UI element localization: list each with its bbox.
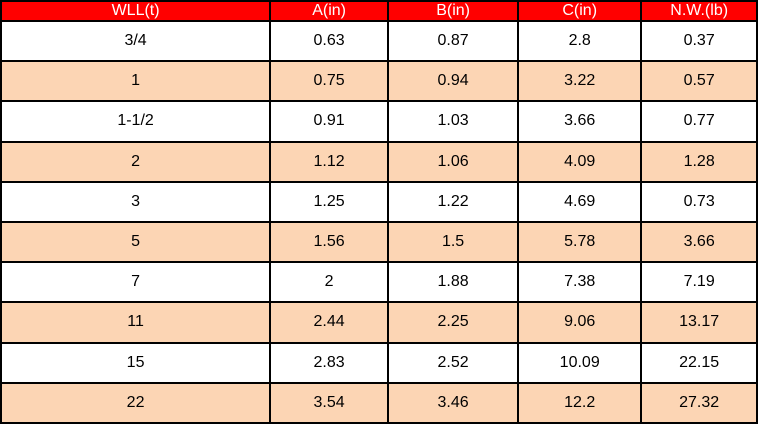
table-cell: 1.22 [387,180,520,223]
header-row: WLL(t) A(in) B(in) C(in) N.W.(lb) [0,0,758,22]
table-cell: 1.88 [387,261,520,304]
table-cell: 0.87 [387,19,520,63]
table-cell: 3.46 [387,381,520,424]
table-cell: 22 [0,381,272,424]
table-cell: 3/4 [0,19,272,63]
table-cell: 1.28 [640,140,758,183]
table-row: 2 1.12 1.06 4.09 1.28 [0,140,758,183]
table-cell: 2 [0,140,272,183]
table-cell: 0.57 [640,60,758,103]
table-cell: 11 [0,301,272,344]
table-cell: 2.83 [269,341,390,384]
table-cell: 12.2 [517,381,643,424]
header-cell: N.W.(lb) [640,0,758,22]
table-cell: 0.75 [269,60,390,103]
table-cell: 1.56 [269,220,390,264]
table-cell: 2.44 [269,301,390,344]
table-cell: 3.66 [517,100,643,143]
table-cell: 7.19 [640,261,758,304]
table-row: 11 2.44 2.25 9.06 13.17 [0,301,758,344]
table-row: 5 1.56 1.5 5.78 3.66 [0,220,758,264]
table-cell: 22.15 [640,341,758,384]
table-row: 1 0.75 0.94 3.22 0.57 [0,60,758,103]
table-cell: 2.52 [387,341,520,384]
table-cell: 10.09 [517,341,643,384]
table-cell: 27.32 [640,381,758,424]
table-row: 1-1/2 0.91 1.03 3.66 0.77 [0,100,758,143]
header-cell: C(in) [517,0,643,22]
table-cell: 13.17 [640,301,758,344]
table-cell: 3 [0,180,272,223]
table-cell: 2 [269,261,390,304]
table-cell: 0.63 [269,19,390,63]
table-cell: 1.25 [269,180,390,223]
header-cell: A(in) [269,0,390,22]
table-header: WLL(t) A(in) B(in) C(in) N.W.(lb) [0,0,758,22]
table-cell: 1 [0,60,272,103]
table-cell: 15 [0,341,272,384]
table-cell: 1.12 [269,140,390,183]
table-cell: 9.06 [517,301,643,344]
table-cell: 0.73 [640,180,758,223]
table-cell: 4.69 [517,180,643,223]
table-row: 3 1.25 1.22 4.69 0.73 [0,180,758,223]
table-cell: 3.66 [640,220,758,264]
table-cell: 5.78 [517,220,643,264]
table-cell: 2.25 [387,301,520,344]
table-cell: 4.09 [517,140,643,183]
table-cell: 1.03 [387,100,520,143]
table-cell: 0.91 [269,100,390,143]
table-cell: 1.06 [387,140,520,183]
table-row: 15 2.83 2.52 10.09 22.15 [0,341,758,384]
table-cell: 3.22 [517,60,643,103]
header-cell: WLL(t) [0,0,272,22]
table-cell: 0.94 [387,60,520,103]
table-cell: 0.37 [640,19,758,63]
table-row: 7 2 1.88 7.38 7.19 [0,261,758,304]
table-row: 3/4 0.63 0.87 2.8 0.37 [0,19,758,63]
table-cell: 7.38 [517,261,643,304]
table-cell: 7 [0,261,272,304]
table-cell: 2.8 [517,19,643,63]
table-cell: 5 [0,220,272,264]
table-row: 22 3.54 3.46 12.2 27.32 [0,381,758,424]
table-cell: 1-1/2 [0,100,272,143]
table-cell: 0.77 [640,100,758,143]
header-cell: B(in) [387,0,520,22]
table-cell: 3.54 [269,381,390,424]
table-cell: 1.5 [387,220,520,264]
table-body: 3/4 0.63 0.87 2.8 0.37 1 0.75 0.94 3.22 0.57 1-1/2… [0,19,758,424]
